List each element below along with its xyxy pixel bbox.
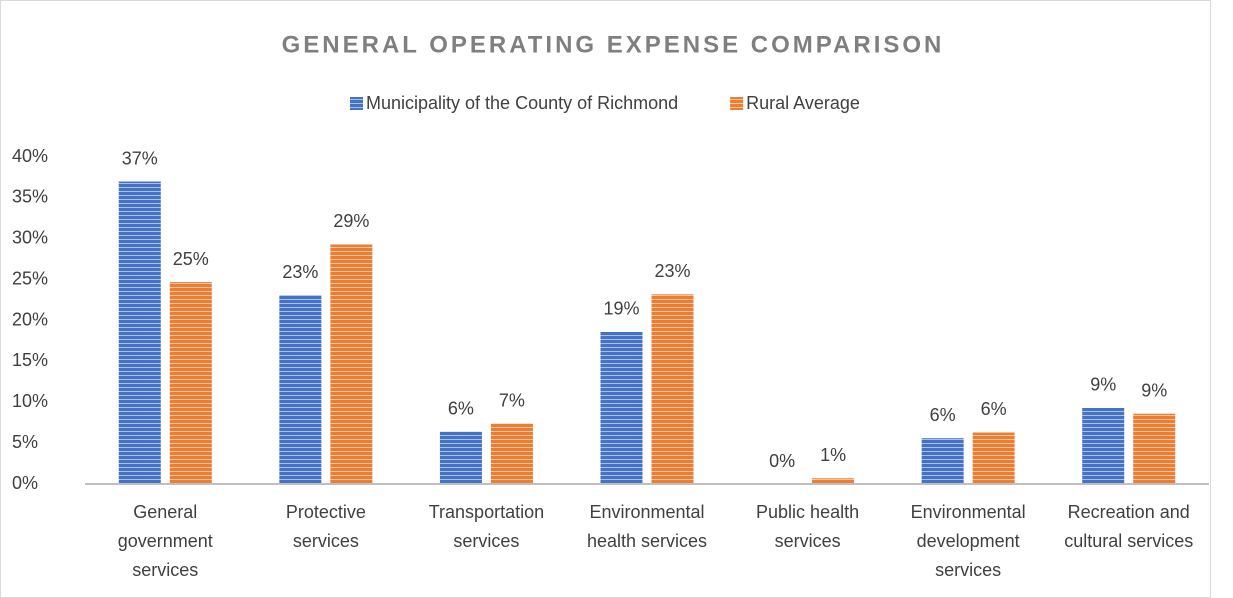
y-tick-label: 20% <box>12 309 48 329</box>
bar <box>118 181 161 484</box>
x-tick-label: Environmental development services <box>911 502 1026 580</box>
data-label: 6% <box>448 398 474 418</box>
data-label: 6% <box>930 405 956 425</box>
data-label: 9% <box>1141 380 1167 400</box>
bar <box>490 423 533 484</box>
bar <box>439 431 482 484</box>
legend-label: Municipality of the County of Richmond <box>366 93 678 113</box>
y-tick-label: 40% <box>12 146 48 166</box>
bar <box>921 438 964 484</box>
x-tick-line: Public health <box>756 502 859 522</box>
x-tick-line: government <box>118 531 213 551</box>
data-label: 7% <box>499 390 525 410</box>
x-tick-label: Environmental health services <box>587 502 707 551</box>
bar <box>1082 407 1125 484</box>
bar <box>972 432 1015 484</box>
data-label: 9% <box>1090 375 1116 395</box>
y-tick-label: 5% <box>12 432 38 452</box>
x-tick-line: Environmental <box>589 502 704 522</box>
y-tick-label: 15% <box>12 350 48 370</box>
legend-swatch <box>730 97 744 110</box>
x-tick-line: services <box>132 560 198 580</box>
y-tick-label: 25% <box>12 268 48 288</box>
x-tick-line: Transportation <box>429 502 544 522</box>
data-label: 23% <box>654 261 690 281</box>
x-tick-line: General <box>133 502 197 522</box>
data-label: 25% <box>173 249 209 269</box>
x-tick-line: services <box>775 531 841 551</box>
data-label: 23% <box>282 262 318 282</box>
data-label: 1% <box>820 445 846 465</box>
bar <box>651 294 694 484</box>
data-label: 37% <box>122 148 158 168</box>
x-tick-line: development <box>917 531 1020 551</box>
y-tick-label: 10% <box>12 391 48 411</box>
x-tick-line: services <box>293 531 359 551</box>
x-tick-label: Recreation and cultural services <box>1064 502 1193 551</box>
x-tick-label: General government services <box>118 502 213 580</box>
data-label: 29% <box>333 211 369 231</box>
x-tick-label: Protective services <box>286 502 366 551</box>
x-tick-line: health services <box>587 531 707 551</box>
legend-label: Rural Average <box>746 93 860 113</box>
bar <box>812 478 855 484</box>
y-tick-label: 30% <box>12 228 48 248</box>
x-tick-line: Recreation and <box>1068 502 1190 522</box>
data-label: 6% <box>981 399 1007 419</box>
data-label: 19% <box>603 299 639 319</box>
x-tick-line: Protective <box>286 502 366 522</box>
x-tick-label: Transportation services <box>429 502 544 551</box>
chart-title: GENERAL OPERATING EXPENSE COMPARISON <box>282 31 945 58</box>
x-tick-line: Environmental <box>911 502 1026 522</box>
data-label: 0% <box>769 451 795 471</box>
bar <box>169 282 212 484</box>
x-tick-line: services <box>935 560 1001 580</box>
bar <box>279 295 322 484</box>
x-tick-line: services <box>453 531 519 551</box>
x-tick-label: Public health services <box>756 502 859 551</box>
bar <box>1133 413 1176 484</box>
y-tick-label: 0% <box>12 473 38 493</box>
bar <box>330 244 373 484</box>
bar <box>600 331 643 484</box>
x-tick-line: cultural services <box>1064 531 1193 551</box>
legend-swatch <box>350 97 363 110</box>
y-tick-label: 35% <box>12 187 48 207</box>
